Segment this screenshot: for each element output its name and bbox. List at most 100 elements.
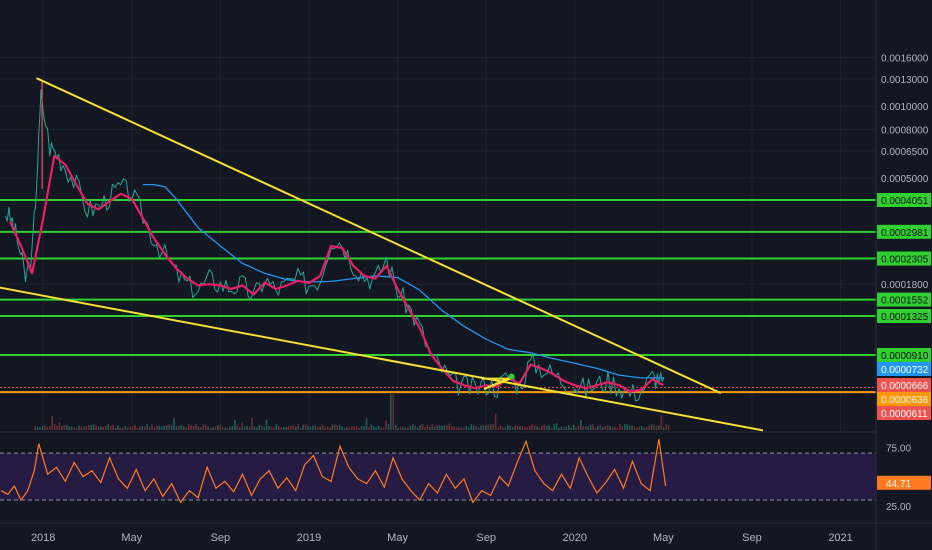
volume-bar [358, 427, 360, 430]
volume-bar [377, 425, 380, 430]
volume-bar [63, 424, 66, 430]
volume-bar [295, 426, 297, 430]
volume-bar [102, 426, 105, 430]
volume-bar [234, 419, 236, 430]
volume-bar [645, 427, 648, 430]
trendlines[interactable] [0, 77, 764, 432]
volume-bar [136, 427, 139, 430]
volume-bar [73, 427, 75, 430]
volume-bar [429, 427, 431, 430]
volume-bar [258, 425, 261, 430]
price-tick-label: 0.0002305 [881, 255, 929, 266]
volume-bar [265, 419, 268, 430]
volume-bar [119, 427, 122, 430]
volume-bar [597, 426, 599, 430]
volume-bar [577, 425, 580, 430]
volume-bar [628, 425, 631, 430]
price-axis[interactable]: 0.0016000 0.0013000 0.0010000 0.0008000 0.00… [875, 0, 932, 550]
volume-bar [275, 424, 278, 430]
volume-bar [304, 424, 307, 430]
volume-bar [619, 424, 621, 430]
volume-bar [460, 427, 463, 430]
volume-bar [348, 427, 351, 430]
volume-bar [416, 427, 419, 430]
volume-bar [260, 425, 263, 430]
price-label-badge [877, 378, 931, 392]
volume-bar [341, 426, 343, 430]
volume-bar [648, 425, 650, 430]
rsi-series [0, 438, 667, 504]
volume-bar [450, 426, 453, 430]
volume-bar [214, 426, 217, 430]
volume-bar [100, 426, 102, 430]
volume-bar [90, 424, 92, 430]
volume-bar [114, 427, 117, 430]
price-tick-label: 0.0000732 [881, 365, 929, 376]
volume-bar [431, 424, 434, 430]
volume-bar [660, 415, 663, 430]
volume-bar [343, 427, 346, 430]
volume-bar [219, 424, 222, 430]
volume-bar [487, 424, 490, 430]
trendline[interactable] [36, 77, 722, 395]
volume-bar [516, 425, 519, 430]
volume-bar [109, 425, 112, 430]
volume-bar [212, 426, 214, 430]
volume-bar [497, 427, 499, 430]
time-tick-label: Sep [742, 532, 762, 544]
volume-bar [290, 426, 292, 430]
volume-bar [353, 426, 356, 430]
volume-bar [117, 425, 119, 430]
pattern-marker[interactable] [481, 375, 514, 391]
trendline[interactable] [0, 285, 764, 432]
volume-bar [372, 426, 375, 430]
volume-bar [253, 426, 256, 430]
volume-bar [616, 427, 619, 430]
volume-bar [387, 424, 390, 430]
volume-bar [477, 427, 480, 430]
volume-bar [61, 425, 63, 430]
volume-bar [526, 427, 529, 430]
volume-bar [251, 417, 253, 430]
price-tick-label: 0.0001552 [881, 296, 929, 307]
volume-bar [463, 427, 465, 430]
time-axis[interactable]: 2018 May Sep 2019 May Sep 2020 May Sep 2021 [0, 522, 932, 544]
fast-moving-average [8, 154, 664, 393]
volume-bar [394, 425, 397, 430]
volume-bar [173, 418, 175, 430]
volume-bar [139, 426, 141, 430]
volume-bar [575, 427, 577, 430]
pattern-dot[interactable] [508, 373, 515, 380]
volume-bar [87, 425, 90, 430]
volume-bar [134, 424, 136, 430]
volume-bar [178, 425, 180, 430]
time-tick-label: Sep [211, 532, 231, 544]
volume-bar [397, 427, 399, 430]
volume-bar [151, 424, 153, 430]
volume-bar [636, 427, 638, 430]
price-tick-label: 0.0000611 [881, 409, 928, 420]
volume-bar [521, 425, 524, 430]
volume-bar [509, 425, 512, 430]
volume-bar [506, 424, 509, 430]
volume-bar [209, 427, 212, 430]
volume-bar [131, 426, 134, 430]
price-tick-label: 0.0001800 [881, 280, 929, 291]
volume-bar [200, 427, 202, 430]
volume-bar [97, 426, 100, 430]
price-label-badge [877, 251, 931, 266]
volume-bar [468, 427, 470, 430]
volume-bar [614, 426, 616, 430]
volume-bar [158, 425, 161, 430]
volume-bar [567, 424, 570, 430]
volume-bar [511, 427, 514, 430]
volume-bar [338, 424, 341, 430]
volume-bar [392, 394, 395, 430]
volume-bar [241, 422, 244, 430]
volume-bar [611, 427, 614, 430]
volume-bar [653, 424, 655, 430]
volume-bar [453, 426, 455, 430]
volume-bar [351, 426, 353, 430]
volume-bar [161, 426, 163, 430]
